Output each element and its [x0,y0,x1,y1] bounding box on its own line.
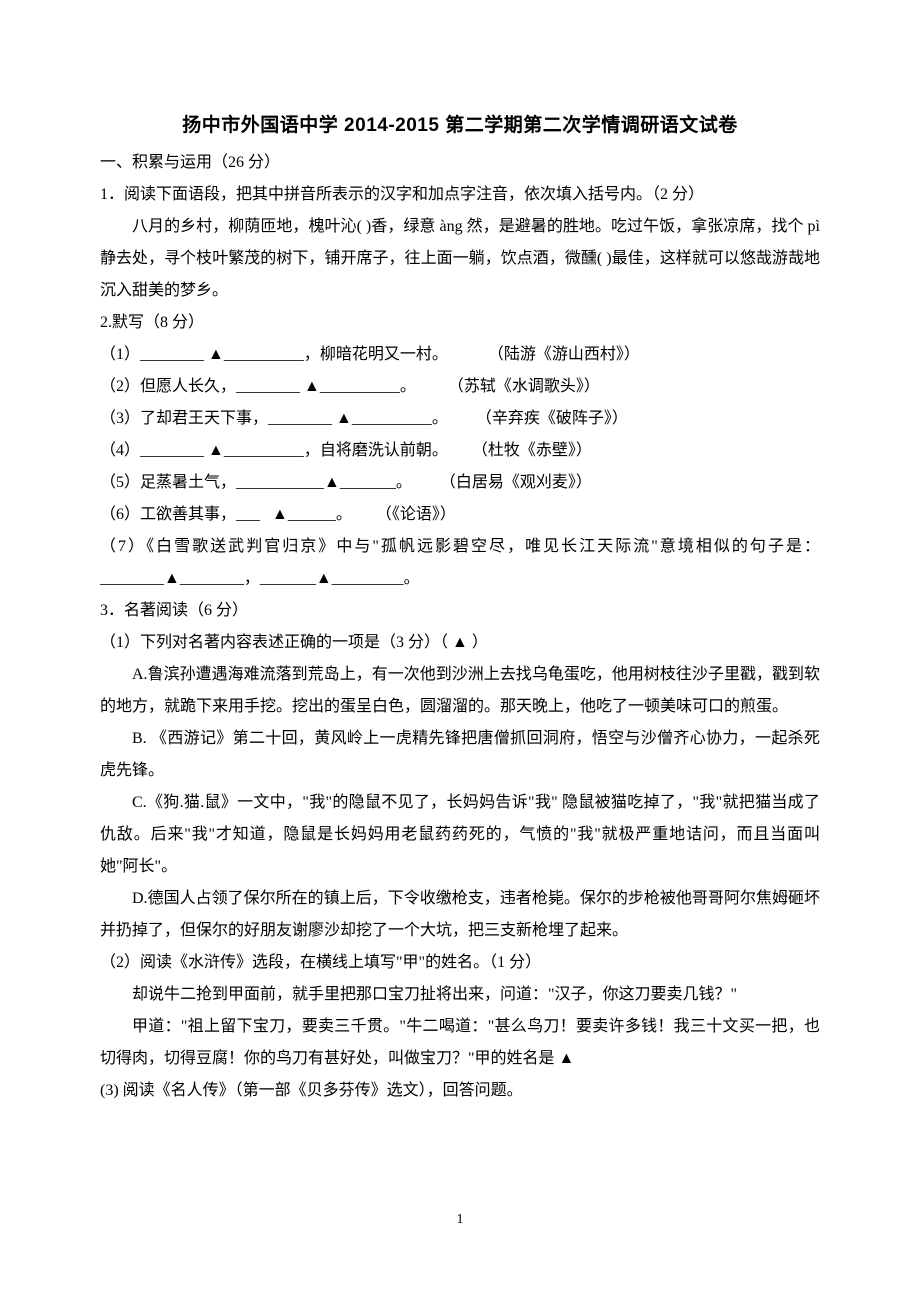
page-number: 1 [100,1212,820,1228]
q2-item-7: （7）《白雪歌送武判官归京》中与"孤帆远影碧空尽，唯见长江天际流"意境相似的句子… [100,531,820,595]
exam-title: 扬中市外国语中学 2014-2015 第二学期第二次学情调研语文试卷 [100,110,820,137]
q2-item-3: （3）了却君王天下事，________ ▲__________。 （辛弃疾《破阵… [100,403,820,435]
q2-item-1: （1）________ ▲__________，柳暗花明又一村。 （陆游《游山西… [100,339,820,371]
q3-2-body-1: 却说牛二抢到甲面前，就手里把那口宝刀扯将出来，问道："汉子，你这刀要卖几钱？" [100,979,820,1011]
q3-1-intro: （1）下列对名著内容表述正确的一项是（3 分）（ ▲ ） [100,627,820,659]
q2-item-4: （4）________ ▲__________，自将磨洗认前朝。 （杜牧《赤壁》… [100,435,820,467]
q3-1-option-c: C.《狗.猫.鼠》一文中，"我"的隐鼠不见了，长妈妈告诉"我" 隐鼠被猫吃掉了，… [100,787,820,883]
q1-body: 八月的乡村，柳荫匝地，槐叶沁( )香，绿意 àng 然，是避暑的胜地。吃过午饭，… [100,211,820,307]
page-container: 扬中市外国语中学 2014-2015 第二学期第二次学情调研语文试卷 一、积累与… [0,0,920,1308]
section1-heading: 一、积累与运用（26 分） [100,147,820,179]
q2-item-2: （2）但愿人长久，________ ▲__________。 （苏轼《水调歌头》… [100,371,820,403]
q2-item-5: （5）足蒸暑土气，___________▲_______。 （白居易《观刈麦》） [100,467,820,499]
q3-3-intro: (3) 阅读《名人传》（第一部《贝多芬传》选文），回答问题。 [100,1075,820,1107]
q3-1-option-d: D.德国人占领了保尔所在的镇上后，下令收缴枪支，违者枪毙。保尔的步枪被他哥哥阿尔… [100,883,820,947]
q3-1-option-b: B. 《西游记》第二十回，黄风岭上一虎精先锋把唐僧抓回洞府，悟空与沙僧齐心协力，… [100,723,820,787]
q3-heading: 3．名著阅读（6 分） [100,595,820,627]
q3-1-option-a: A.鲁滨孙遭遇海难流落到荒岛上，有一次他到沙洲上去找乌龟蛋吃，他用树枝往沙子里戳… [100,659,820,723]
q2-heading: 2.默写（8 分） [100,307,820,339]
q2-item-6: （6）工欲善其事，___ ▲______。 （《论语》） [100,499,820,531]
q3-2-intro: （2）阅读《水浒传》选段，在横线上填写"甲"的姓名。（1 分） [100,947,820,979]
q1-intro: 1．阅读下面语段，把其中拼音所表示的汉字和加点字注音，依次填入括号内。（2 分） [100,179,820,211]
q3-2-body-2: 甲道："祖上留下宝刀，要卖三千贯。"牛二喝道："甚么鸟刀！要卖许多钱！我三十文买… [100,1011,820,1075]
